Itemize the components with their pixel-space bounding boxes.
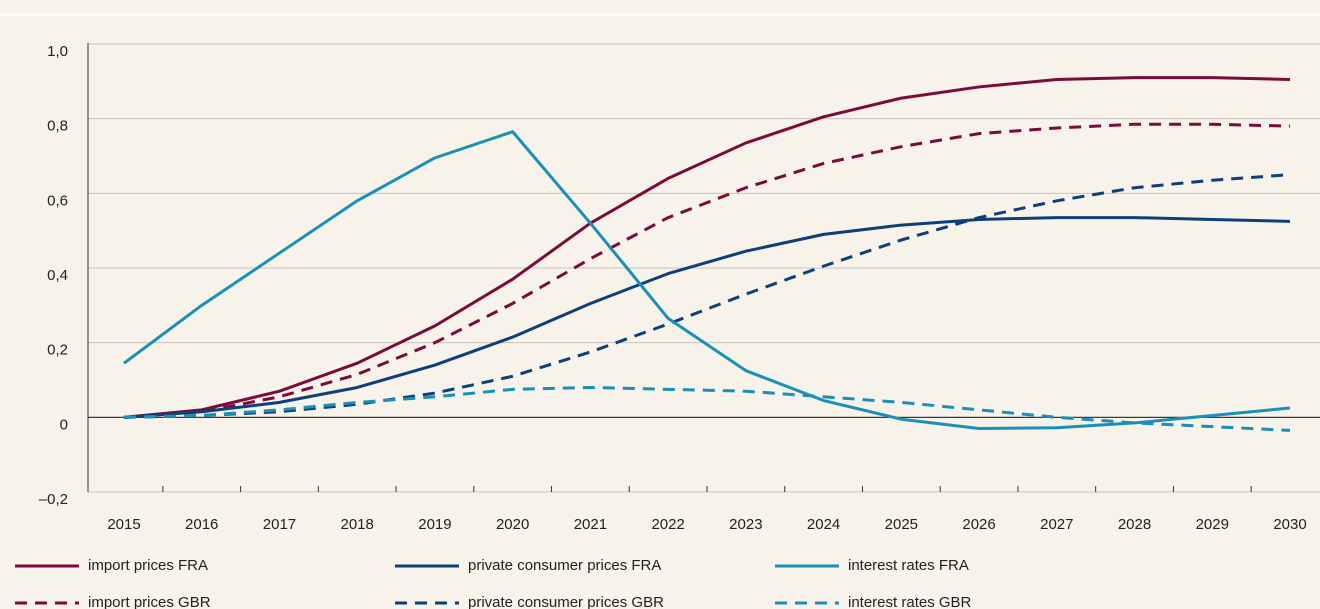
series-line — [123, 216, 1291, 419]
y-tick-label: 0,4 — [47, 267, 68, 284]
legend-label: private consumer prices GBR — [468, 594, 664, 609]
x-tick-label: 2028 — [1118, 516, 1151, 533]
legend-label: private consumer prices FRA — [468, 557, 661, 574]
y-tick-label: –0,2 — [39, 491, 68, 508]
legend-label: interest rates FRA — [848, 557, 969, 574]
series-line — [123, 76, 1291, 419]
x-tick-label: 2024 — [807, 516, 840, 533]
y-tick-label: 0,6 — [47, 192, 68, 209]
x-tick-label: 2030 — [1273, 516, 1306, 533]
series-line — [123, 173, 1291, 419]
x-tick-label: 2029 — [1196, 516, 1229, 533]
y-tick-label: 0 — [60, 416, 68, 433]
series-line — [123, 122, 1291, 419]
legend-label: interest rates GBR — [848, 594, 972, 609]
x-tick-label: 2021 — [574, 516, 607, 533]
x-tick-label: 2026 — [962, 516, 995, 533]
legend-label: import prices GBR — [88, 594, 211, 609]
x-tick-label: 2019 — [418, 516, 451, 533]
series-line — [123, 385, 1291, 432]
series-line — [123, 130, 1291, 431]
x-tick-label: 2016 — [185, 516, 218, 533]
y-tick-label: 0,2 — [47, 342, 68, 359]
y-tick-label: 0,8 — [47, 118, 68, 135]
x-tick-label: 2023 — [729, 516, 762, 533]
x-tick-label: 2018 — [341, 516, 374, 533]
x-tick-label: 2025 — [885, 516, 918, 533]
y-tick-label: 1,0 — [47, 43, 68, 60]
x-tick-label: 2027 — [1040, 516, 1073, 533]
x-tick-label: 2015 — [107, 516, 140, 533]
legend-label: import prices FRA — [88, 557, 208, 574]
x-tick-label: 2020 — [496, 516, 529, 533]
x-tick-label: 2017 — [263, 516, 296, 533]
x-tick-label: 2022 — [651, 516, 684, 533]
